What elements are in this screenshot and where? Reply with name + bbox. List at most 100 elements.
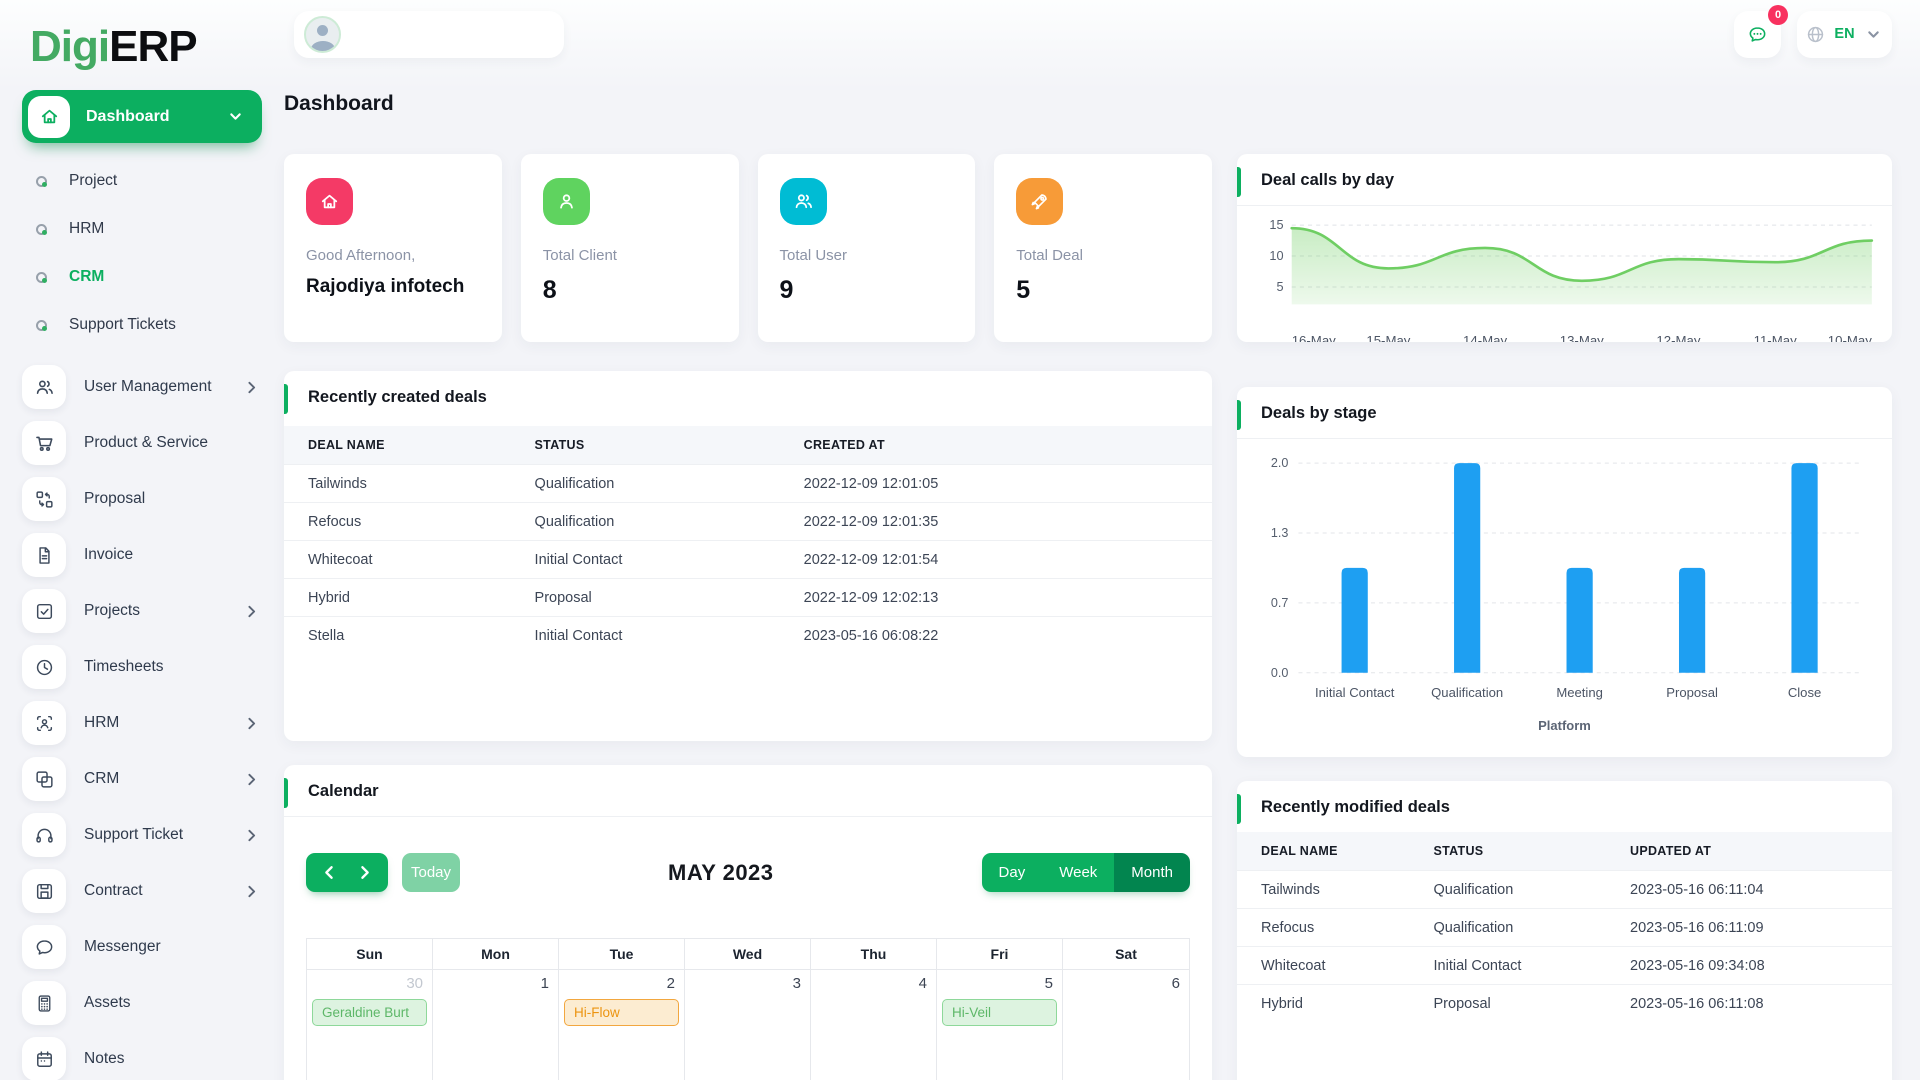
calendar-day-cell[interactable]: 1 <box>433 969 559 1080</box>
calendar-day-cell[interactable]: 2 Hi-Flow <box>559 969 685 1080</box>
table-cell: 2022-12-09 12:01:54 <box>803 540 1212 579</box>
stat-card-total-deal: Total Deal 5 <box>994 154 1212 342</box>
stat-card-label: Total Client <box>542 247 617 264</box>
chevron-right-icon <box>241 881 262 902</box>
bar-chart-svg: 2.0 1.3 0.7 0.0 Initial Contact Qualification… <box>1271 456 1861 700</box>
sidebar-item-product-service[interactable]: Product & Service <box>22 415 262 471</box>
sidebar-subitem-crm[interactable]: CRM <box>0 253 284 301</box>
next-arrow-icon[interactable] <box>354 862 375 883</box>
calendar-nav-buttons[interactable] <box>306 853 388 892</box>
table-cell: 2023-05-16 06:11:04 <box>1630 870 1892 909</box>
svg-text:11-May: 11-May <box>1754 333 1797 342</box>
panel-title: Calendar <box>308 782 379 800</box>
calendar-icon <box>22 1037 66 1080</box>
calendar-view-switcher: Day Week Month <box>981 853 1190 892</box>
sidebar-item-invoice[interactable]: Invoice <box>22 527 262 583</box>
sidebar-item-label: Invoice <box>84 546 134 563</box>
stat-cards-row: Good Afternoon, Rajodiya infotech Total Cl… <box>284 154 1212 342</box>
chevron-right-icon <box>241 377 262 398</box>
deals-by-stage-panel: Deals by stage 2.0 1.3 0.7 0.0 Initial Conta… <box>1237 387 1892 757</box>
sidebar-item-notes[interactable]: Notes <box>22 1031 262 1080</box>
workflow-icon <box>22 477 66 521</box>
sidebar-item-user-management[interactable]: User Management <box>22 359 262 415</box>
chevron-down-icon <box>225 106 246 127</box>
svg-text:13-May: 13-May <box>1560 333 1604 342</box>
sidebar-item-support-ticket[interactable]: Support Ticket <box>22 807 262 863</box>
table-cell: Whitecoat <box>1237 946 1434 985</box>
svg-text:5: 5 <box>1276 279 1283 294</box>
calendar-event[interactable]: Hi-Flow <box>564 999 679 1026</box>
sidebar-item-projects[interactable]: Projects <box>22 583 262 639</box>
sidebar-item-label: Projects <box>84 602 140 619</box>
chevron-right-icon <box>241 601 262 622</box>
panel-title: Recently created deals <box>308 388 487 406</box>
table-cell: 2023-05-16 06:08:22 <box>803 616 1212 654</box>
brand-logo[interactable]: DigiERP <box>0 14 284 90</box>
table-row: Stella Initial Contact 2023-05-16 06:08:22 <box>284 616 1212 654</box>
sidebar-subitem-support-tickets[interactable]: Support Tickets <box>0 301 284 349</box>
sidebar-item-proposal[interactable]: Proposal <box>22 471 262 527</box>
table-cell: Hybrid <box>284 578 535 617</box>
calendar-event[interactable]: Geraldine Burt <box>312 999 427 1026</box>
calendar-toolbar: Today MAY 2023 Day Week Month <box>284 817 1212 892</box>
right-column: Deal calls by day 15 10 5 16-May 15-May 14-Ma… <box>1237 154 1892 1080</box>
table-cell: Initial Contact <box>534 616 804 654</box>
sidebar-subitem-label: Project <box>69 172 118 189</box>
today-button[interactable]: Today <box>402 853 460 892</box>
calendar-event[interactable]: Hi-Veil <box>942 999 1057 1026</box>
table-cell: 2023-05-16 06:11:08 <box>1630 984 1892 1022</box>
sidebar-item-label: CRM <box>84 770 120 787</box>
calendar-day-cell[interactable]: 6 <box>1063 969 1189 1080</box>
sidebar-item-label: Assets <box>84 994 131 1011</box>
stat-card-good-afternoon-: Good Afternoon, Rajodiya infotech <box>284 154 502 342</box>
sidebar-item-dashboard[interactable]: Dashboard <box>22 90 262 143</box>
table-row: Tailwinds Qualification 2022-12-09 12:01:0… <box>284 464 1212 503</box>
scan-user-icon <box>22 701 66 745</box>
sidebar-sub-menu: Project HRM CRM Support Tickets <box>0 143 284 355</box>
main-content: Dashboard Good Afternoon, Rajodiya infote… <box>284 92 1892 1080</box>
sidebar-subitem-label: Support Tickets <box>69 316 176 333</box>
rocket-icon <box>1016 178 1064 225</box>
sidebar-item-assets[interactable]: Assets <box>22 975 262 1031</box>
calendar-day-cell[interactable]: 30 Geraldine Burt <box>307 969 433 1080</box>
table-cell: Hybrid <box>1237 984 1434 1022</box>
messages-button[interactable]: 0 <box>1734 4 1788 58</box>
sidebar-item-label: Messenger <box>84 938 161 955</box>
svg-text:Meeting: Meeting <box>1556 685 1603 700</box>
table-cell: 2022-12-09 12:01:35 <box>803 502 1212 541</box>
weekday-header: Sat <box>1115 946 1137 962</box>
bar-chart-x-axis-title: Platform <box>1538 718 1591 733</box>
prev-arrow-icon[interactable] <box>319 862 340 883</box>
calendar-day-cell[interactable]: 3 <box>685 969 811 1080</box>
sidebar-item-crm[interactable]: CRM <box>22 751 262 807</box>
calendar-day-cell[interactable]: 5 Hi-Veil <box>937 969 1063 1080</box>
left-column: Good Afternoon, Rajodiya infotech Total Cl… <box>284 154 1212 1080</box>
sidebar-subitem-project[interactable]: Project <box>0 157 284 205</box>
svg-text:12-May: 12-May <box>1656 333 1700 342</box>
calendar-day-cell[interactable]: 4 <box>811 969 937 1080</box>
svg-text:Qualification: Qualification <box>1431 685 1503 700</box>
table-cell: 2023-05-16 06:11:09 <box>1630 908 1892 947</box>
day-number: 2 <box>666 975 675 992</box>
sidebar-item-contract[interactable]: Contract <box>22 863 262 919</box>
language-selector[interactable]: EN <box>1797 10 1892 58</box>
sidebar-item-label: Contract <box>84 882 143 899</box>
calculator-icon <box>22 981 66 1025</box>
calendar-view-month[interactable]: Month <box>1114 853 1190 892</box>
bar-meeting <box>1566 567 1593 673</box>
calendar-view-day[interactable]: Day <box>981 853 1043 892</box>
calendar-view-week[interactable]: Week <box>1042 853 1115 892</box>
sidebar-item-messenger[interactable]: Messenger <box>22 919 262 975</box>
deals-by-stage-bar-chart: 2.0 1.3 0.7 0.0 Initial Contact Qualification… <box>1237 439 1892 712</box>
user-profile-chip[interactable] <box>294 10 564 58</box>
bar-initial-contact <box>1341 567 1368 673</box>
topbar: 0 EN <box>284 4 1892 60</box>
column-header: STATUS <box>1433 832 1630 871</box>
clock-icon <box>22 645 66 689</box>
table-cell: Whitecoat <box>284 540 535 579</box>
sidebar-item-hrm[interactable]: HRM <box>22 695 262 751</box>
table-row: Refocus Qualification 2023-05-16 06:11:09 <box>1237 908 1892 947</box>
bar-proposal <box>1678 567 1706 673</box>
sidebar-item-timesheets[interactable]: Timesheets <box>22 639 262 695</box>
sidebar-subitem-hrm[interactable]: HRM <box>0 205 284 253</box>
